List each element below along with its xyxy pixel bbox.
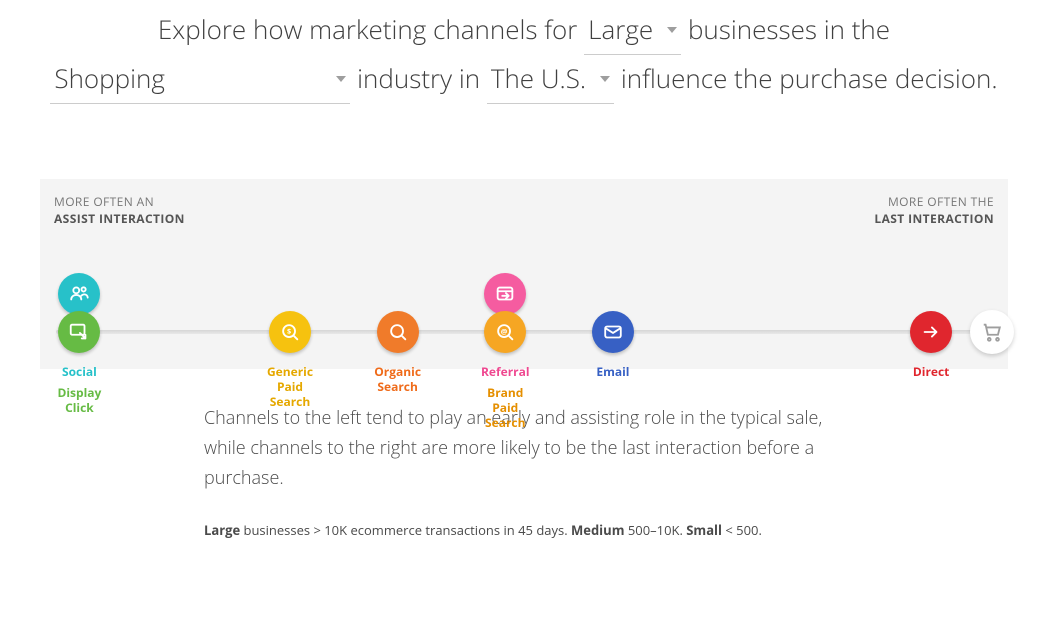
channel-labels: OrganicSearch <box>374 364 421 394</box>
channel-bubble-display[interactable] <box>58 311 100 353</box>
axis-right-pre: MORE OFTEN THE <box>888 193 994 210</box>
channel-labels: GenericPaidSearch <box>267 364 313 409</box>
channel-bubble-email[interactable] <box>592 311 634 353</box>
legend-small-label: Small <box>686 521 722 539</box>
journey-spectrum: MORE OFTEN AN ASSIST INTERACTION MORE OF… <box>40 179 1008 369</box>
axis-label-right: MORE OFTEN THE LAST INTERACTION <box>874 193 994 227</box>
channel-group: Direct <box>876 332 986 379</box>
legend-medium-desc: 500–10K. <box>624 521 686 539</box>
spectrum-background: MORE OFTEN AN ASSIST INTERACTION MORE OF… <box>40 179 1008 369</box>
dropdown-industry[interactable]: Shopping <box>50 55 350 104</box>
channel-labels: Direct <box>913 364 949 379</box>
channel-label: OrganicSearch <box>374 364 421 394</box>
axis-left-pre: MORE OFTEN AN <box>54 193 154 210</box>
channel-bubble-paid-search[interactable]: $ <box>269 311 311 353</box>
channel-labels: Email <box>596 364 629 379</box>
channel-bubble-organic-search[interactable] <box>377 311 419 353</box>
axis-left-bold: ASSIST INTERACTION <box>54 210 185 227</box>
dropdown-country-value: The U.S. <box>491 55 586 101</box>
channel-label: Direct <box>913 364 949 379</box>
channel-bubble-brand-paid[interactable]: @ <box>484 311 526 353</box>
channel-label: GenericPaidSearch <box>267 364 313 409</box>
legend-large-desc: businesses > 10K ecommerce transactions … <box>240 521 571 539</box>
channel-bubble-social[interactable] <box>58 273 100 315</box>
dropdown-country[interactable]: The U.S. <box>487 55 614 104</box>
channel-bubble-referral[interactable] <box>484 273 526 315</box>
svg-text:@: @ <box>501 327 508 337</box>
channel-group: @ReferralBrandPaidSearch <box>450 332 560 430</box>
channel-label: BrandPaidSearch <box>481 385 530 430</box>
legend-small-desc: < 500. <box>722 521 762 539</box>
chevron-down-icon <box>667 27 677 33</box>
chevron-down-icon <box>336 76 346 82</box>
channel-label: Email <box>596 364 629 379</box>
sentence-part2: businesses in the <box>688 11 890 47</box>
size-legend: Large businesses > 10K ecommerce transac… <box>204 521 844 539</box>
chevron-down-icon <box>600 76 610 82</box>
dropdown-industry-value: Shopping <box>54 55 164 101</box>
channel-label: Referral <box>481 364 530 379</box>
filter-sentence: Explore how marketing channels for Large… <box>0 0 1048 124</box>
channel-label: DisplayClick <box>57 385 101 415</box>
channel-labels: Social DisplayClick <box>57 364 101 415</box>
axis-right-bold: LAST INTERACTION <box>874 210 994 227</box>
channel-group: Email <box>558 332 668 379</box>
legend-large-label: Large <box>204 521 240 539</box>
dropdown-business-size[interactable]: Large <box>584 6 681 55</box>
channel-group: OrganicSearch <box>343 332 453 394</box>
svg-text:$: $ <box>287 327 291 337</box>
sentence-part3: industry in <box>357 60 480 96</box>
axis-label-left: MORE OFTEN AN ASSIST INTERACTION <box>54 193 185 227</box>
channel-bubble-direct[interactable] <box>910 311 952 353</box>
legend-medium-label: Medium <box>571 521 624 539</box>
sentence-part1: Explore how marketing channels for <box>158 11 577 47</box>
channel-group: Social DisplayClick <box>24 332 134 415</box>
dropdown-business-size-value: Large <box>588 6 653 52</box>
sentence-part4: influence the purchase decision. <box>621 60 998 96</box>
channel-label: Social <box>57 364 101 379</box>
channel-labels: Referral BrandPaidSearch <box>481 364 530 430</box>
channel-group: $GenericPaidSearch <box>235 332 345 409</box>
